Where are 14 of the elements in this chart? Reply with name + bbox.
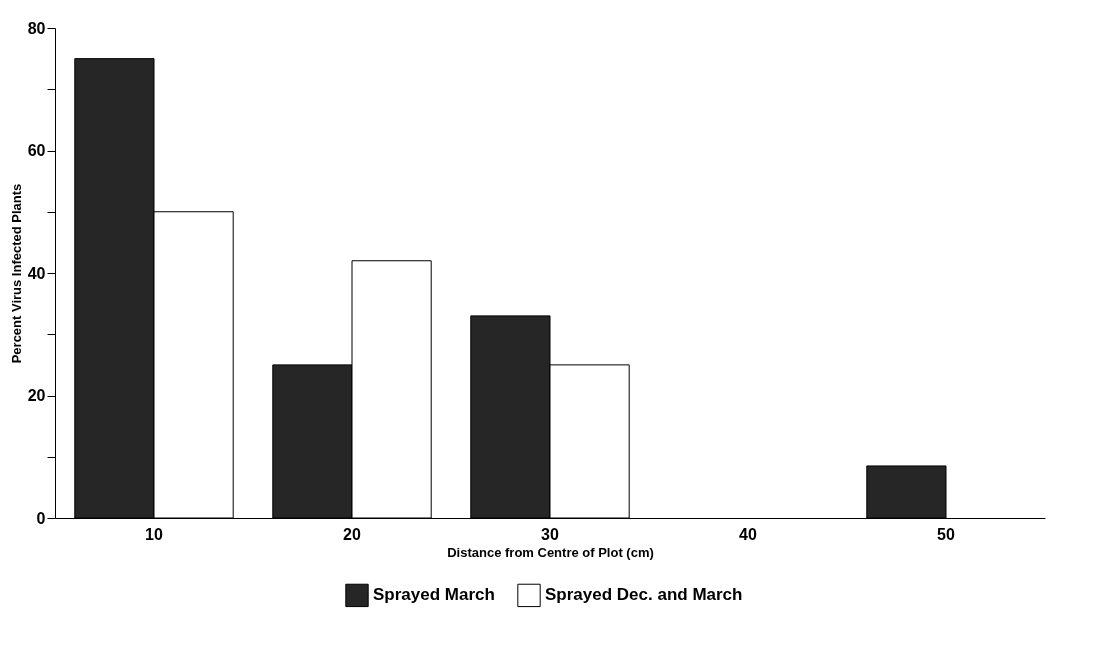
y-tick-label: 40 bbox=[27, 264, 46, 282]
y-axis-title: Percent Virus Infected Plants bbox=[8, 183, 24, 364]
y-tick-label: 60 bbox=[27, 142, 46, 159]
x-tick-label: 50 bbox=[937, 525, 955, 543]
y-tick-label: 80 bbox=[27, 19, 46, 37]
x-axis-title: Distance from Centre of Plot (cm) bbox=[447, 544, 654, 560]
legend-label: Sprayed Dec. and March bbox=[545, 585, 743, 605]
y-tick-label: 0 bbox=[36, 509, 46, 527]
legend-label: Sprayed March bbox=[373, 585, 495, 605]
y-tick-label: 20 bbox=[27, 387, 46, 404]
x-tick-label: 20 bbox=[343, 525, 361, 543]
x-tick-label: 40 bbox=[739, 525, 757, 543]
x-tick-label: 30 bbox=[541, 525, 559, 543]
x-tick-label: 10 bbox=[145, 525, 163, 543]
